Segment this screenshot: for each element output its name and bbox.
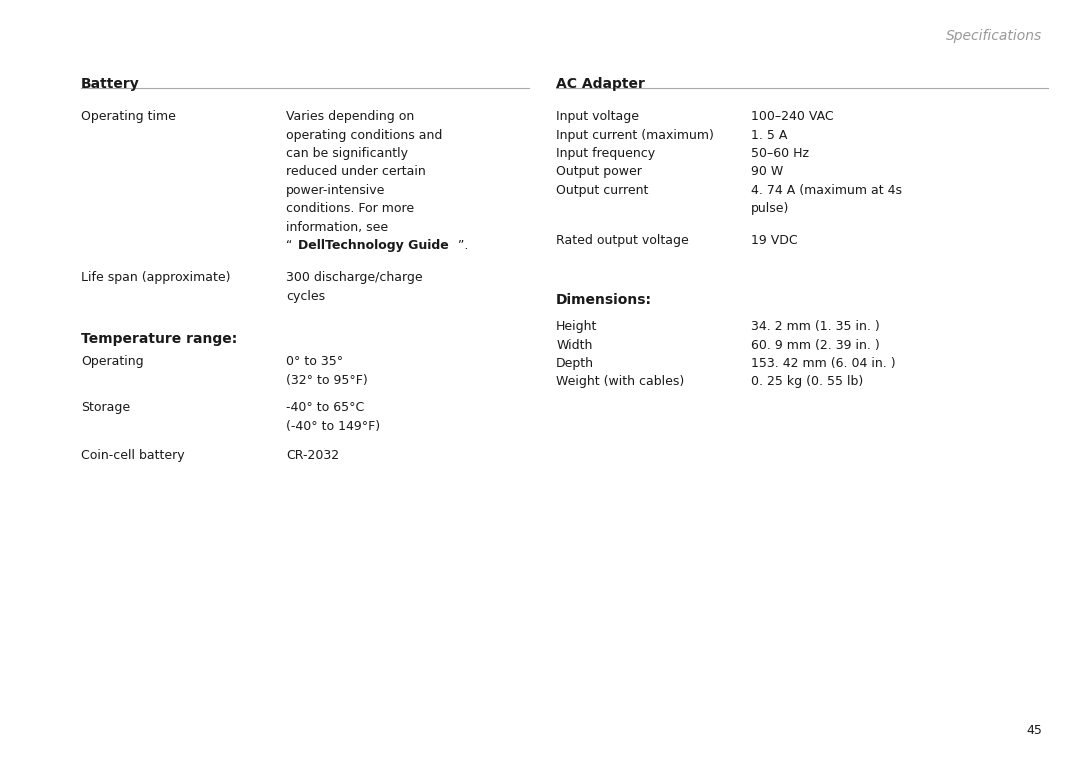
Text: pulse): pulse) — [751, 202, 789, 215]
Text: operating conditions and: operating conditions and — [286, 129, 443, 142]
Text: Input voltage: Input voltage — [556, 110, 639, 123]
Text: 60. 9 mm (2. 39 in. ): 60. 9 mm (2. 39 in. ) — [751, 339, 879, 352]
Text: -40° to 65°C: -40° to 65°C — [286, 401, 364, 414]
Text: Weight (with cables): Weight (with cables) — [556, 375, 685, 388]
Text: 4. 74 A (maximum at 4s: 4. 74 A (maximum at 4s — [751, 184, 902, 197]
Text: Rated output voltage: Rated output voltage — [556, 234, 689, 247]
Text: Life span (approximate): Life span (approximate) — [81, 271, 230, 284]
Text: Dimensions:: Dimensions: — [556, 293, 652, 306]
Text: ”.: ”. — [458, 239, 469, 252]
Text: 0. 25 kg (0. 55 lb): 0. 25 kg (0. 55 lb) — [751, 375, 863, 388]
Text: Operating time: Operating time — [81, 110, 176, 123]
Text: Battery: Battery — [81, 77, 139, 90]
Text: 34. 2 mm (1. 35 in. ): 34. 2 mm (1. 35 in. ) — [751, 320, 879, 333]
Text: Storage: Storage — [81, 401, 130, 414]
Text: power-intensive: power-intensive — [286, 184, 386, 197]
Text: 0° to 35°: 0° to 35° — [286, 355, 343, 368]
Text: (-40° to 149°F): (-40° to 149°F) — [286, 420, 380, 433]
Text: 100–240 VAC: 100–240 VAC — [751, 110, 834, 123]
Text: can be significantly: can be significantly — [286, 147, 408, 160]
Text: Input current (maximum): Input current (maximum) — [556, 129, 714, 142]
Text: conditions. For more: conditions. For more — [286, 202, 415, 215]
Text: cycles: cycles — [286, 290, 325, 303]
Text: Width: Width — [556, 339, 593, 352]
Text: 50–60 Hz: 50–60 Hz — [751, 147, 809, 160]
Text: Varies depending on: Varies depending on — [286, 110, 415, 123]
Text: Specifications: Specifications — [946, 29, 1042, 43]
Text: Depth: Depth — [556, 357, 594, 370]
Text: 90 W: 90 W — [751, 165, 783, 178]
Text: “: “ — [286, 239, 293, 252]
Text: Operating: Operating — [81, 355, 144, 368]
Text: Input frequency: Input frequency — [556, 147, 656, 160]
Text: 153. 42 mm (6. 04 in. ): 153. 42 mm (6. 04 in. ) — [751, 357, 895, 370]
Text: Height: Height — [556, 320, 597, 333]
Text: DellTechnology Guide: DellTechnology Guide — [298, 239, 449, 252]
Text: AC Adapter: AC Adapter — [556, 77, 645, 90]
Text: 300 discharge/charge: 300 discharge/charge — [286, 271, 423, 284]
Text: Coin-cell battery: Coin-cell battery — [81, 449, 185, 462]
Text: 1. 5 A: 1. 5 A — [751, 129, 787, 142]
Text: Output current: Output current — [556, 184, 649, 197]
Text: CR-2032: CR-2032 — [286, 449, 339, 462]
Text: Output power: Output power — [556, 165, 643, 178]
Text: reduced under certain: reduced under certain — [286, 165, 426, 178]
Text: 19 VDC: 19 VDC — [751, 234, 797, 247]
Text: Temperature range:: Temperature range: — [81, 332, 238, 346]
Text: information, see: information, see — [286, 221, 389, 234]
Text: 45: 45 — [1026, 724, 1042, 737]
Text: (32° to 95°F): (32° to 95°F) — [286, 374, 368, 387]
